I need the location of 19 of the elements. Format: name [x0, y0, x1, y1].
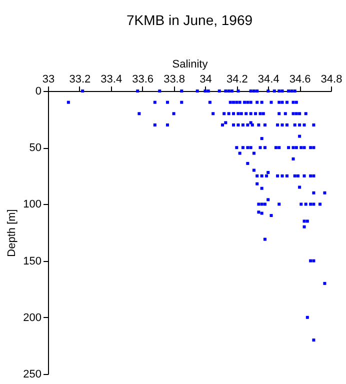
x-tick-label: 34.8 — [320, 74, 342, 86]
y-tick-label: 0 — [35, 86, 42, 98]
chart-title: 7KMB in June, 1969 — [126, 12, 253, 28]
x-tick-label: 33.8 — [164, 74, 185, 86]
y-tick-label: 50 — [29, 142, 42, 154]
x-tick-label: 34.2 — [226, 74, 248, 86]
x-tick-label: 33.6 — [132, 74, 154, 86]
y-tick-label: 100 — [23, 198, 42, 211]
y-axis-title: Depth [m] — [6, 209, 18, 257]
y-tick-label: 150 — [23, 255, 42, 268]
x-axis-title: Salinity — [172, 58, 208, 70]
y-tick-label: 250 — [23, 368, 42, 380]
x-tick-label: 33.4 — [100, 74, 122, 86]
y-tick-label: 200 — [23, 312, 42, 324]
x-tick-label: 34.6 — [289, 74, 311, 86]
x-tick-label: 33 — [42, 74, 55, 86]
x-tick-label: 33.2 — [69, 74, 91, 86]
x-tick-label: 34 — [200, 74, 212, 86]
x-tick-label: 34.4 — [258, 74, 280, 86]
